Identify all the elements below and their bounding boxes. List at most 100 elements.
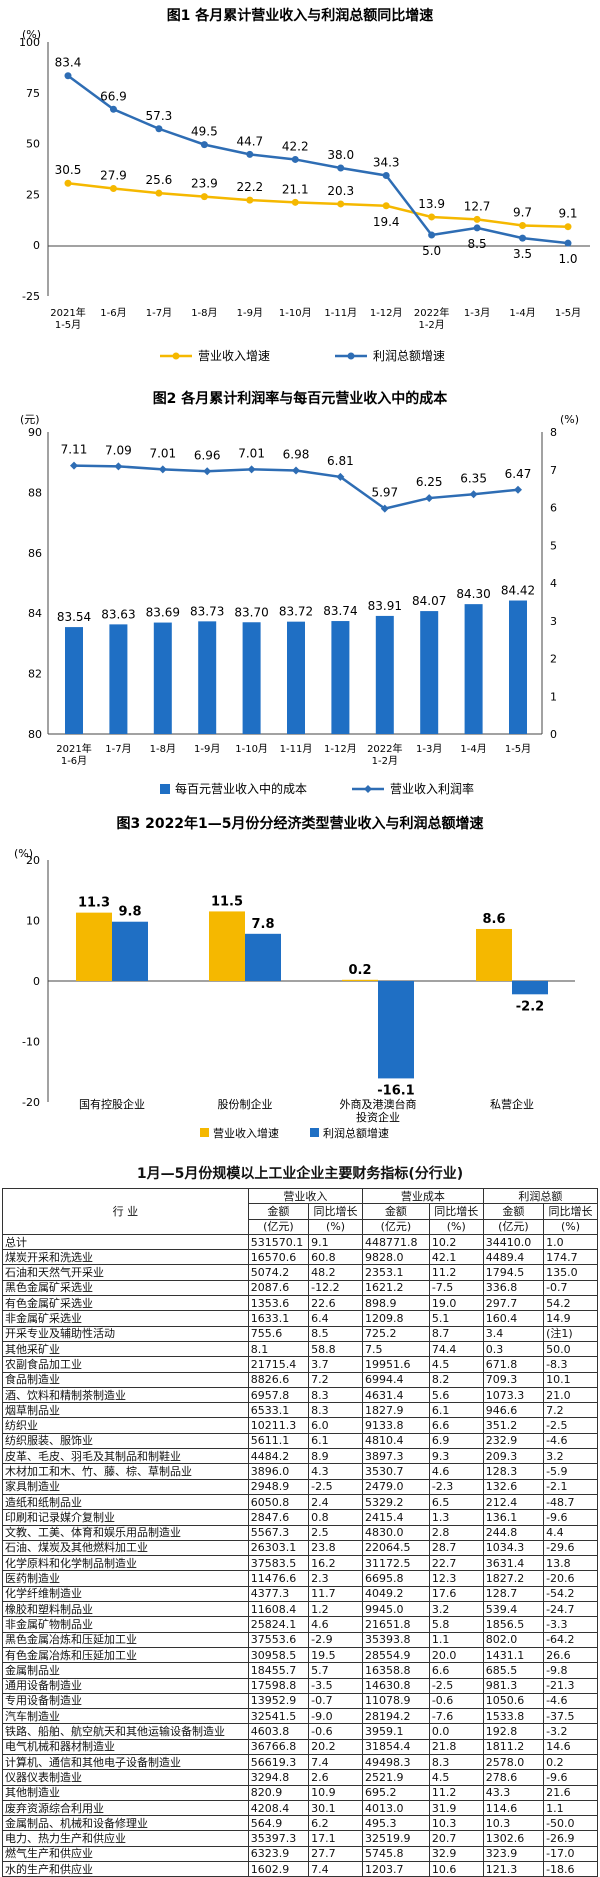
data-label: 49.5 [191,125,218,139]
data-label: 20.3 [327,184,354,198]
value-cell: 60.8 [308,1249,363,1266]
table-row: 通用设备制造业 17598.8 -3.5 14630.8 -2.5 981.3 -21.3 [2,1677,598,1694]
value-cell: 6.2 [308,1815,363,1832]
value-cell: 21651.8 [362,1616,430,1633]
value-cell: 0.3 [482,1340,545,1358]
table-row: 皮革、毛皮、羽毛及其制品和制鞋业 4484.2 8.9 3897.3 9.3 209.3 3… [2,1448,598,1465]
value-cell: -2.3 [428,1478,484,1495]
table-row: 纺织业 10211.3 6.0 9133.8 6.6 351.2 -2.5 [2,1417,598,1434]
value-cell: 4.6 [428,1463,484,1480]
value-cell: 0.8 [308,1509,363,1526]
value-cell: 11.2 [428,1264,484,1281]
value-cell: 26303.1 [247,1539,310,1557]
data-label: 8.5 [468,237,487,251]
legend-marker [172,352,180,360]
value-cell: 1302.6 [482,1830,545,1847]
industry-name-cell: 石油、煤炭及其他燃料加工业 [2,1539,249,1557]
value-cell: 49498.3 [362,1753,430,1771]
cost-bar [509,600,527,734]
table-title: 1月—5月份规模以上工业企业主要财务指标(分行业) [136,1166,464,1182]
value-cell: -3.2 [543,1723,598,1740]
value-cell: 2521.9 [362,1769,430,1786]
value-cell: 6.4 [308,1310,363,1327]
industry-name-cell: 铁路、船舶、航空航天和其他运输设备制造业 [2,1723,249,1740]
value-cell: 1209.8 [362,1310,430,1327]
value-cell: 820.9 [247,1784,310,1801]
profit-growth-bar [112,921,148,981]
industry-name-cell: 造纸和纸制品业 [2,1493,249,1511]
value-cell: -4.6 [543,1692,598,1710]
value-cell: 34410.0 [482,1233,545,1251]
industry-name-cell: 木材加工和木、竹、藤、棕、草制品业 [2,1463,249,1480]
value-cell: 160.4 [482,1310,545,1327]
x-tick-label: 私营企业 [490,1097,534,1111]
value-cell: -20.6 [543,1570,598,1587]
value-cell: 11476.6 [247,1570,310,1587]
value-cell: 4810.4 [362,1432,430,1450]
data-label: 44.7 [236,134,263,148]
value-cell: 5074.2 [247,1264,310,1281]
value-cell: 685.5 [482,1662,545,1679]
table-row: 非金属矿物制品业 25824.1 4.6 21651.8 5.8 1856.5 -3.3 [2,1616,598,1633]
industry-name-cell: 计算机、通信和其他电子设备制造业 [2,1753,249,1771]
value-cell: 42.1 [428,1249,484,1266]
value-cell: 16.2 [308,1555,363,1572]
value-cell: 7.5 [362,1340,430,1358]
value-cell: 351.2 [482,1417,545,1434]
x-tick-label: 2022年 [367,742,402,755]
value-cell: 564.9 [247,1815,310,1832]
table-row: 总计 531570.1 9.1 448771.8 10.2 34410.0 1.0 [2,1233,598,1251]
bar-data-label: 11.3 [78,896,110,911]
profit-margin-point [158,465,167,474]
cost-bar [331,621,350,734]
value-cell: -7.6 [428,1708,484,1725]
line-data-label: 6.35 [460,471,487,485]
financial-indicators-table: 行 业 营业收入 营业成本 利润总额 金额 同比增长 金额 同比增长 金额 同比… [2,1187,599,1877]
value-cell: 4.4 [543,1524,598,1541]
value-cell: 12.3 [428,1570,484,1587]
profit-margin-point [469,490,478,499]
bar-data-label: 83.73 [190,604,224,618]
data-label: 23.9 [191,177,218,191]
value-cell: 3530.7 [362,1463,430,1480]
table-row: 其他制造业 820.9 10.9 695.2 11.2 43.3 21.6 [2,1784,598,1801]
value-cell: 10.6 [428,1861,484,1877]
figure-2-svg: 图2 各月累计利润率与每百元营业收入中的成本 (元) (%) 908886848… [20,390,579,796]
data-label: 66.9 [100,89,127,103]
value-cell: 6.9 [428,1432,484,1450]
industry-name-cell: 纺织业 [2,1417,249,1434]
unit-growth: (%) [543,1218,598,1235]
line-data-label: 6.47 [505,467,532,481]
bar-data-label: 7.8 [251,917,274,932]
value-cell: 1431.1 [482,1646,545,1664]
line-data-label: 6.96 [194,448,221,462]
revenue-growth-bar [476,928,512,981]
value-cell: -0.6 [308,1723,363,1740]
industry-name-cell: 非金属矿物制品业 [2,1616,249,1633]
table-row: 农副食品加工业 21715.4 3.7 19951.6 4.5 671.8 -8.3 [2,1356,598,1373]
value-cell: 128.7 [482,1585,545,1603]
value-cell: -9.6 [543,1769,598,1786]
value-cell: 1602.9 [247,1861,310,1877]
profit-margin-point [247,465,256,474]
value-cell: 14.6 [543,1738,598,1755]
subheader-amount: 金额 [362,1203,430,1220]
legend-swatch [160,784,170,794]
table-row: 酒、饮料和精制茶制造业 6957.8 8.3 4631.4 5.6 1073.3 21.0 [2,1386,598,1404]
value-cell: 1794.5 [482,1264,545,1281]
line-data-label: 7.01 [149,446,176,460]
value-cell: 30958.5 [247,1646,310,1664]
value-cell: 17.1 [308,1830,363,1847]
cost-bar [375,615,394,734]
x-tick-label: 1-9月 [237,307,263,319]
value-cell: 32.9 [428,1845,484,1863]
x-tick-label: 投资企业 [356,1110,400,1124]
x-tick-label: 1-3月 [464,307,490,319]
profit-margin-point [336,472,345,481]
profit-point [246,150,254,158]
cost-bar [464,604,483,734]
data-label: 9.1 [558,207,577,221]
table-row: 开采专业及辅助性活动 755.6 8.5 725.2 8.7 3.4 (注1) [2,1325,598,1342]
value-cell: 32519.9 [362,1830,430,1847]
value-cell: 23.8 [308,1539,363,1557]
